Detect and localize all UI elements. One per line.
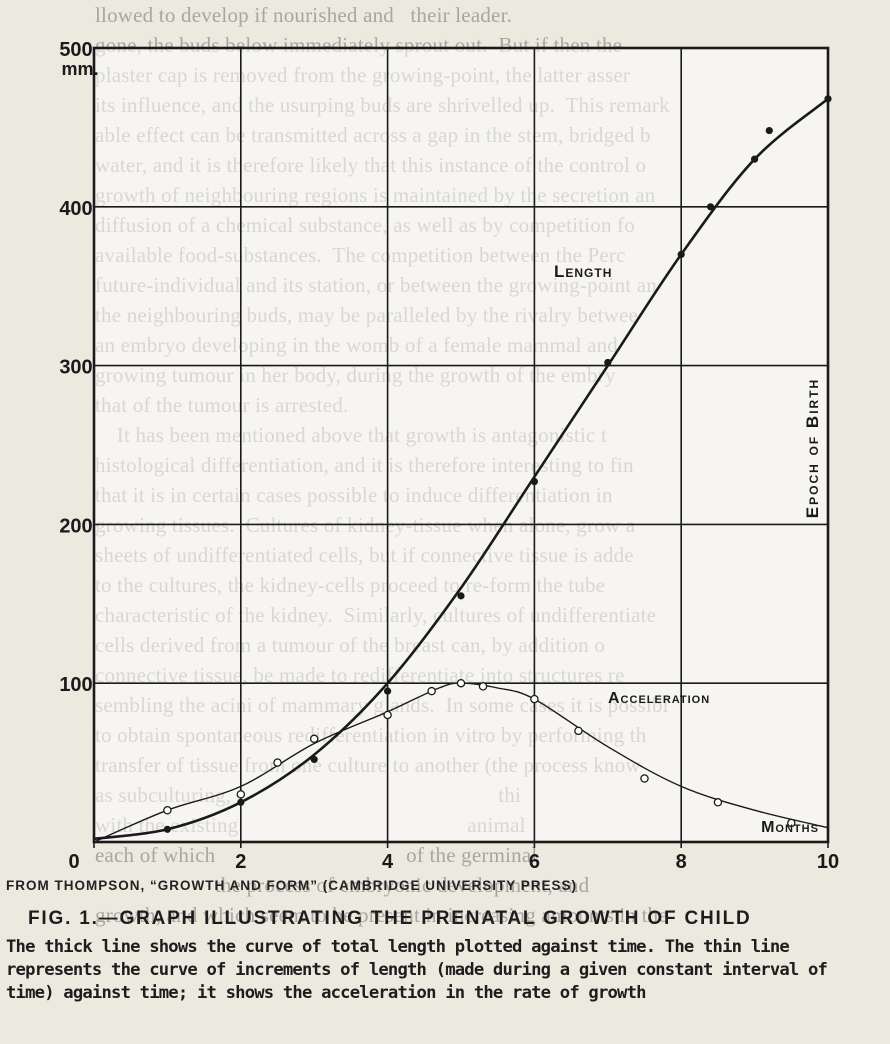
length-data-point: [384, 687, 392, 695]
length-data-point: [237, 798, 245, 806]
acceleration-data-point: [640, 774, 649, 783]
growth-chart: 100 200 300 400 500 0 2 4 6 8 10 mm. Months Length Ac…: [59, 39, 839, 873]
x-tick-label: 6: [529, 851, 540, 873]
x-tick-label: 10: [817, 851, 839, 873]
y-tick-label: 200: [59, 515, 92, 537]
x-tick-label: 4: [382, 851, 394, 873]
x-tick-label: 8: [676, 851, 687, 873]
y-tick-label: 400: [59, 198, 92, 220]
plot-frame: [92, 46, 830, 844]
chart-text-labels: mm. Months Length Acceleration Epoch of Birt…: [61, 59, 822, 836]
y-axis-label: mm.: [61, 59, 98, 79]
background-text-line: each of which of the germinal: [95, 843, 538, 867]
length-data-point: [824, 95, 832, 103]
acceleration-data-point: [309, 734, 319, 744]
x-tick-label: 2: [235, 851, 246, 873]
background-text-line: the process of embryonic development, an…: [95, 873, 590, 897]
chart-grid: [94, 48, 828, 842]
y-tick-label: 100: [59, 674, 92, 696]
x-tick-label: 0: [68, 851, 79, 873]
acceleration-data-point: [383, 710, 392, 720]
background-text-line: growth, and which seem to be present in …: [95, 903, 668, 927]
figure-caption: FROM THOMPSON, “GROWTH AND FORM” (CAMBRI…: [0, 878, 890, 1044]
acceleration-data-point: [456, 678, 466, 688]
x-axis-label: Months: [761, 819, 819, 836]
acceleration-data-point: [574, 726, 583, 736]
acceleration-data-point: [530, 694, 539, 704]
length-series-label: Length: [554, 262, 612, 281]
length-data-point: [457, 592, 465, 600]
figure-source: FROM THOMPSON, “GROWTH AND FORM” (CAMBRI…: [6, 878, 578, 893]
acceleration-data-point: [713, 798, 723, 807]
acceleration-series-label: Acceleration: [608, 690, 710, 707]
acceleration-data-point: [273, 758, 282, 767]
figure-description: The thick line shows the curve of total …: [6, 937, 828, 1003]
acceleration-data-point: [236, 790, 246, 799]
length-data-point: [604, 358, 612, 367]
length-data-point: [677, 250, 685, 259]
chart-points: [163, 95, 832, 833]
acceleration-data-point: [787, 818, 796, 828]
acceleration-data-point: [163, 805, 172, 815]
y-tick-label: 300: [59, 357, 92, 379]
chart-plot-background: [94, 48, 828, 842]
figure-title: FIG. 1.—GRAPH ILLUSTRATING THE PRENATAL …: [28, 908, 752, 929]
length-data-point: [163, 825, 171, 833]
acceleration-data-point: [478, 682, 488, 691]
length-data-point: [706, 203, 715, 211]
acceleration-data-point: [427, 686, 436, 696]
length-data-point: [765, 126, 773, 135]
epoch-of-birth-annotation: Epoch of Birth: [803, 378, 822, 518]
chart-tick-labels: 100 200 300 400 500 0 2 4 6 8 10: [59, 39, 839, 873]
chart-frame: [92, 46, 830, 848]
length-data-point: [530, 477, 539, 486]
background-text-line: llowed to develop if nourished and their…: [95, 3, 513, 27]
y-tick-label: 500: [59, 39, 92, 61]
length-data-point: [751, 155, 759, 163]
length-data-point: [310, 755, 318, 764]
